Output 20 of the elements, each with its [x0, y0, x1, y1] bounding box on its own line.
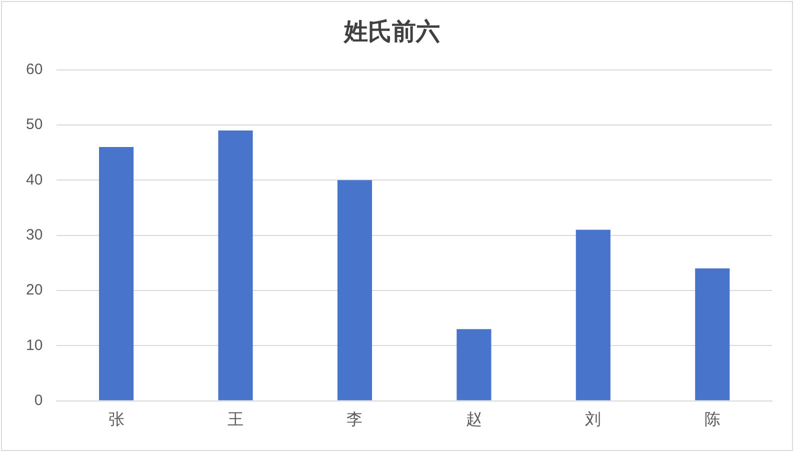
- x-tick-label: 陈: [704, 410, 720, 429]
- y-tick-label: 0: [34, 392, 43, 409]
- y-tick-label: 10: [26, 336, 43, 354]
- bar: [218, 130, 253, 400]
- y-tick-label: 50: [26, 116, 43, 134]
- x-tick-label: 赵: [466, 410, 482, 429]
- y-tick-label: 40: [26, 171, 43, 188]
- bar: [99, 147, 134, 400]
- x-tick-label: 张: [108, 410, 124, 429]
- y-tick-label: 20: [26, 282, 43, 299]
- y-tick-label: 60: [26, 60, 43, 78]
- x-tick-label: 王: [228, 410, 244, 429]
- y-tick-label: 30: [26, 226, 43, 244]
- bar: [695, 268, 730, 400]
- bar: [337, 180, 372, 400]
- chart-title: 姓氏前六: [343, 16, 440, 46]
- bar: [456, 329, 492, 400]
- bar: [576, 230, 610, 400]
- x-tick-label: 李: [346, 410, 363, 429]
- x-tick-label: 刘: [585, 410, 602, 429]
